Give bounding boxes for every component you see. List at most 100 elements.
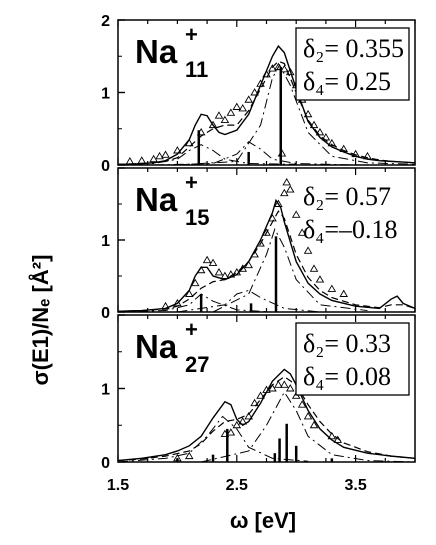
component-curve xyxy=(117,293,273,313)
experiment-point xyxy=(321,133,331,141)
y-tick-label: 0 xyxy=(101,305,110,322)
experiment-point xyxy=(184,289,194,297)
experiment-point xyxy=(280,188,289,197)
experiment-point xyxy=(363,151,372,160)
params-box xyxy=(295,27,410,101)
experiment-point xyxy=(280,64,289,73)
smoothed-curve xyxy=(117,60,416,165)
experiment-point xyxy=(196,265,206,274)
y-tick-label: 0 xyxy=(101,455,110,472)
y-tick-label: 0 xyxy=(101,158,110,175)
experiment-point xyxy=(262,228,271,236)
experiment-point xyxy=(238,417,248,425)
experiment-point xyxy=(315,275,325,283)
smoothed-curve xyxy=(117,210,416,312)
component-curve xyxy=(212,227,368,313)
experiment-point xyxy=(184,138,194,147)
experiment-point xyxy=(173,146,182,154)
species-size: 15 xyxy=(185,205,209,230)
deformation-param: δ₂= 0.355 xyxy=(303,34,404,63)
x-tick-label: 1.5 xyxy=(107,477,129,494)
experiment-point xyxy=(303,412,313,420)
experiment-point xyxy=(250,88,259,96)
experiment-point xyxy=(285,384,295,392)
experiment-point xyxy=(173,298,182,307)
component-curve xyxy=(177,289,321,313)
experiment-point xyxy=(238,264,248,272)
experiment-point xyxy=(297,228,307,236)
species-size: 27 xyxy=(185,352,209,377)
experiment-point xyxy=(226,270,236,278)
experiment-point xyxy=(226,108,236,116)
experiment-point xyxy=(274,199,283,207)
experiment-point xyxy=(256,391,265,399)
panel-2: 0 1 Na +15 δ₂= 0.57 δ₄=–0.18 xyxy=(101,149,416,322)
experiment-point xyxy=(285,67,295,76)
experiment-point xyxy=(208,258,218,266)
experiment-point xyxy=(256,79,265,87)
component-curve xyxy=(153,141,356,166)
experiment-point xyxy=(282,178,291,186)
experiment-point xyxy=(262,69,271,78)
experiment-point xyxy=(351,149,360,158)
experiment-point xyxy=(309,264,319,272)
species-charge: + xyxy=(185,22,198,47)
component-curve xyxy=(201,391,416,463)
y-tick-label: 2 xyxy=(101,13,110,30)
experiment-point xyxy=(220,429,230,438)
y-tick-label: 1 xyxy=(101,382,110,399)
experiment-point xyxy=(137,156,147,164)
experiment-point xyxy=(196,127,206,136)
panel-1: 0 1 2 Na +11 δ₂= 0.355 δ₄= 0.25 xyxy=(101,13,416,175)
deformation-param: δ₂= 0.33 xyxy=(303,329,391,358)
theory-curve xyxy=(117,368,416,462)
experiment-point xyxy=(220,115,230,123)
experiment-point xyxy=(268,384,277,392)
experiment-point xyxy=(184,451,194,460)
experiment-point xyxy=(173,453,182,462)
experiment-point xyxy=(250,250,259,258)
species-label: Na xyxy=(135,181,178,218)
experiment-point xyxy=(315,127,325,136)
experiment-point xyxy=(339,144,349,152)
x-tick-label: 2.5 xyxy=(226,477,248,494)
deformation-param: δ₂= 0.57 xyxy=(303,182,391,211)
experiment-point xyxy=(327,431,337,440)
experiment-point xyxy=(309,120,319,129)
experiment-point xyxy=(214,111,224,119)
species-label: Na xyxy=(135,328,178,365)
y-tick-label: 1 xyxy=(101,86,110,103)
deformation-param: δ₄= 0.25 xyxy=(303,67,391,96)
plot-layer: 0 1 2 Na +11 δ₂= 0.355 δ₄= 0.25 0 1 Na +15 δ₂= 0.57… xyxy=(101,13,416,494)
species-charge: + xyxy=(185,170,198,195)
experiment-point xyxy=(125,156,135,165)
x-tick-label: 3.5 xyxy=(344,477,366,494)
species-charge: + xyxy=(185,317,198,342)
experiment-point xyxy=(161,150,170,158)
x-axis-title: ω [eV] xyxy=(230,508,296,533)
experiment-point xyxy=(244,260,253,269)
experiment-point xyxy=(274,380,283,388)
experiment-point xyxy=(220,271,230,279)
species-size: 11 xyxy=(185,57,208,82)
experiment-point xyxy=(303,109,313,118)
component-curve xyxy=(117,415,309,463)
deformation-param: δ₄=–0.18 xyxy=(303,215,397,244)
experiment-point xyxy=(277,149,287,157)
experiment-point xyxy=(226,428,236,436)
experiment-point xyxy=(208,120,218,129)
experiment-point xyxy=(149,154,158,163)
experiment-point xyxy=(268,214,277,222)
experiment-point xyxy=(232,102,242,110)
component-curve xyxy=(117,144,297,165)
deformation-param: δ₄= 0.08 xyxy=(303,362,391,391)
experiment-point xyxy=(244,412,253,420)
experiment-point xyxy=(190,278,200,287)
params-box xyxy=(295,322,410,396)
experiment-point xyxy=(161,301,170,310)
experiment-point xyxy=(202,255,212,264)
experiment-point xyxy=(250,398,259,407)
panel-3: 0 1 Na +27 δ₂= 0.33 δ₄= 0.08 xyxy=(101,314,416,472)
y-axis-title: σ(E1)/Nₑ [Å²] xyxy=(27,255,53,386)
